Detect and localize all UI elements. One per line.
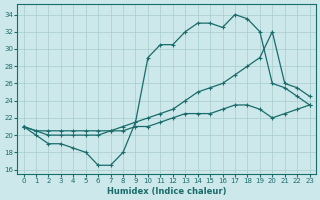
X-axis label: Humidex (Indice chaleur): Humidex (Indice chaleur) — [107, 187, 226, 196]
